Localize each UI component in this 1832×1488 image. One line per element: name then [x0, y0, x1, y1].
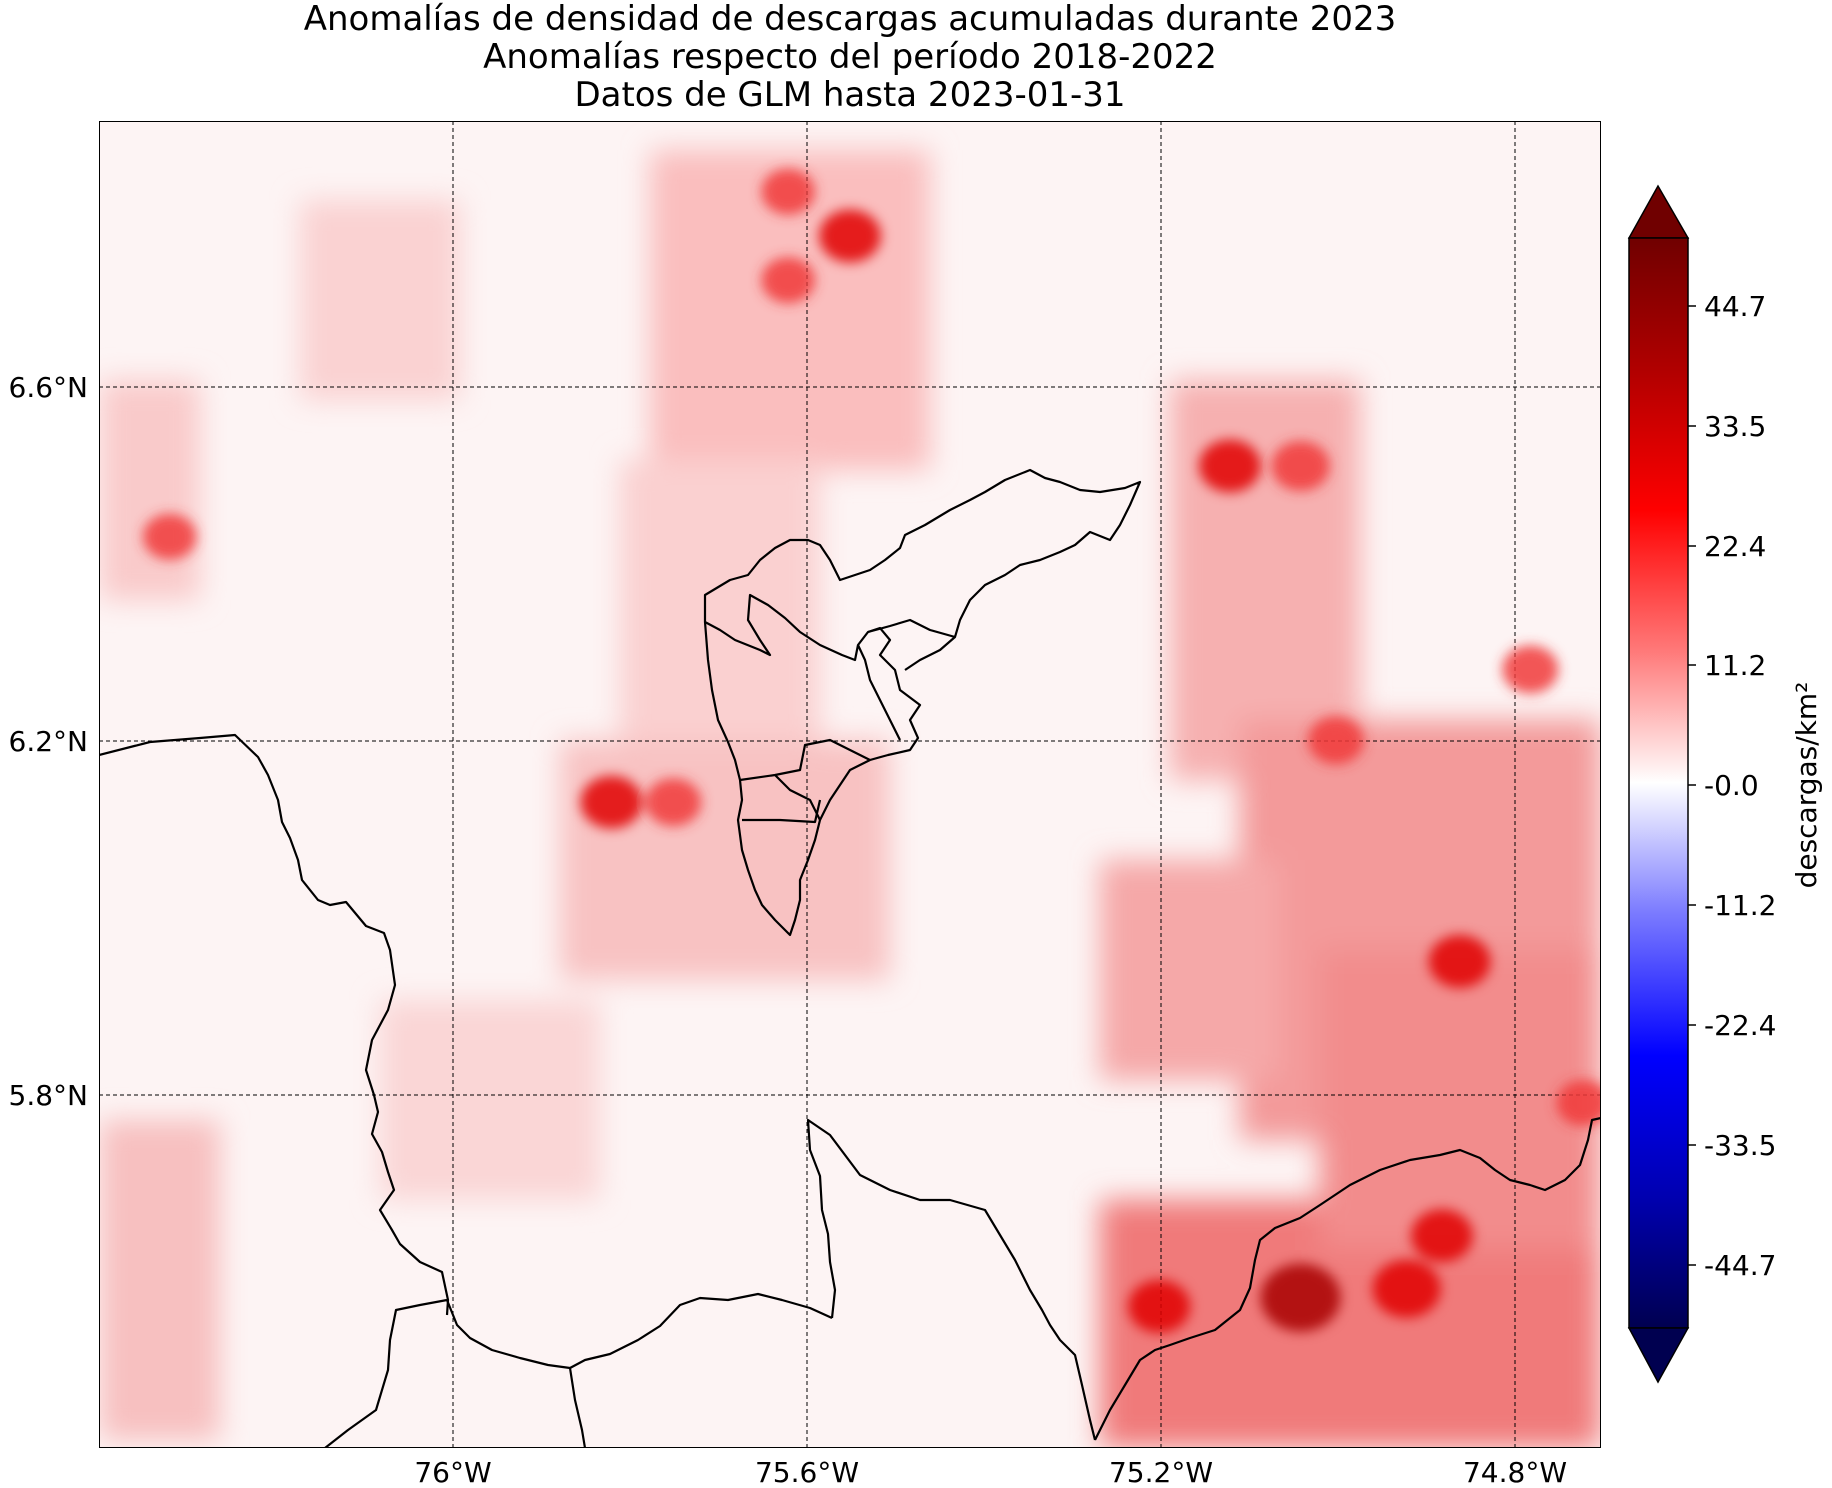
anomaly-hotspot-1: [761, 168, 815, 215]
colorbar-tick-6: -22.4: [1704, 1009, 1776, 1042]
lat-label-6-6n: 6.6°N: [9, 371, 88, 404]
anomaly-hotspot-10: [1372, 1259, 1441, 1318]
anomaly-hotspots: [142, 168, 1601, 1333]
title-line-2: Anomalías respecto del período 2018-2022: [483, 37, 1217, 77]
map-title: Anomalías de densidad de descargas acumu…: [0, 0, 1700, 114]
boundary-south-center: [568, 1367, 587, 1448]
boundary-south: [445, 1292, 833, 1370]
anomaly-hotspot-11: [1410, 1209, 1473, 1263]
lon-label-75-6w: 75.6°W: [755, 1456, 859, 1488]
boundary-aburra-north: [703, 468, 1142, 662]
lon-tick-labels: 76°W 75.6°W 75.2°W 74.8°W: [414, 1456, 1567, 1488]
anomaly-hotspot-8: [1502, 645, 1559, 694]
colorbar-label: descargas/km²: [1790, 682, 1823, 889]
anomaly-hotspot-13: [1128, 1279, 1191, 1333]
colorbar-max-extension: [1627, 184, 1690, 239]
anomaly-hotspot-5: [580, 775, 643, 829]
lat-tick-labels: 6.6°N 6.2°N 5.8°N: [9, 371, 88, 1112]
colorbar-tick-7: -33.5: [1704, 1129, 1776, 1162]
anomaly-hotspot-15: [1307, 716, 1364, 765]
lat-label-6-2n: 6.2°N: [9, 725, 88, 758]
colorbar-ticks: 44.7 33.5 22.4 11.2 -0.0 -11.2 -22.4 -33…: [1688, 290, 1776, 1282]
anomaly-hotspot-9: [1260, 1263, 1341, 1332]
boundary-southwest: [324, 1298, 448, 1448]
anomaly-hotspot-0: [819, 209, 881, 263]
colorbar-tick-5: -11.2: [1704, 889, 1776, 922]
colorbar: 44.7 33.5 22.4 11.2 -0.0 -11.2 -22.4 -33…: [1627, 184, 1823, 1384]
colorbar-tick-0: 44.7: [1704, 290, 1766, 323]
anomaly-field: [100, 150, 1600, 1448]
lon-label-75-2w: 75.2°W: [1109, 1456, 1213, 1488]
colorbar-tick-4: -0.0: [1704, 769, 1759, 802]
boundary-aburra-valley: [703, 621, 922, 937]
boundary-inner-2: [904, 636, 956, 671]
title-line-1: Anomalías de densidad de descargas acumu…: [303, 0, 1397, 39]
colorbar-scale: [1628, 237, 1689, 1329]
lon-label-76w: 76°W: [414, 1456, 491, 1488]
anomaly-hotspot-4: [1271, 441, 1330, 492]
lon-label-74-8w: 74.8°W: [1463, 1456, 1567, 1488]
boundary-west: [99, 733, 450, 1316]
boundary-metro-2: [742, 799, 822, 824]
boundary-east: [1094, 1116, 1601, 1441]
colorbar-tick-2: 22.4: [1704, 530, 1766, 563]
lat-label-5-8n: 5.8°N: [9, 1079, 88, 1112]
colorbar-tick-3: 11.2: [1704, 649, 1766, 682]
boundary-magdalena: [806, 1118, 1097, 1441]
anomaly-hotspot-3: [1198, 439, 1261, 493]
colorbar-tick-8: -44.7: [1704, 1249, 1776, 1282]
map-panel: [99, 121, 1601, 1448]
admin-boundaries: [99, 468, 1601, 1448]
colorbar-min-extension: [1627, 1327, 1690, 1384]
anomaly-hotspot-14: [1556, 1079, 1601, 1126]
anomaly-hotspot-6: [645, 778, 702, 827]
anomaly-hotspot-2: [761, 257, 815, 304]
colorbar-tick-1: 33.5: [1704, 410, 1766, 443]
boundary-inner-1: [857, 644, 901, 741]
anomaly-hotspot-7: [142, 513, 197, 560]
anomaly-hotspot-12: [1428, 934, 1491, 988]
boundary-metro-3: [774, 774, 821, 821]
title-line-3: Datos de GLM hasta 2023-01-31: [574, 75, 1126, 115]
graticule: [99, 121, 1601, 1448]
